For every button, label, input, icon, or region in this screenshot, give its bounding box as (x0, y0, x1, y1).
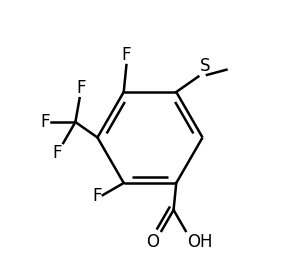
Text: F: F (122, 46, 131, 64)
Text: O: O (146, 233, 159, 251)
Text: F: F (40, 113, 50, 131)
Text: F: F (52, 144, 62, 162)
Text: S: S (200, 57, 210, 75)
Text: OH: OH (187, 233, 212, 251)
Text: F: F (76, 79, 86, 97)
Text: F: F (92, 187, 101, 205)
